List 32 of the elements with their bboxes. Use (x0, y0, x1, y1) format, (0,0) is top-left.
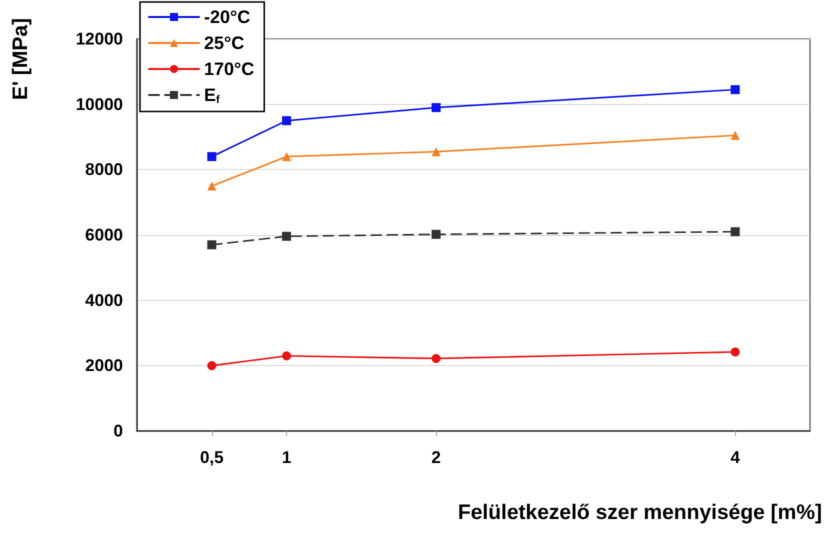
point (432, 147, 441, 156)
point (207, 182, 216, 190)
y-tick-label: 4000 (85, 290, 123, 310)
point (730, 347, 740, 356)
x-tick-label: 0,5 (200, 448, 224, 467)
point (730, 85, 740, 94)
point (282, 116, 292, 126)
y-tick-label: 6000 (85, 226, 123, 244)
point (207, 361, 216, 370)
y-tick-label: 12000 (76, 30, 123, 48)
x-tick-label: 1 (282, 448, 292, 467)
x-tick-label: 2 (431, 448, 441, 467)
x-axis-title: Felületkezelő szer mennyisége [m%] (458, 501, 822, 524)
point (432, 103, 441, 112)
point (432, 230, 441, 239)
y-tick-label: 2000 (85, 356, 123, 376)
legend-label: -20°C (204, 7, 250, 27)
point (282, 351, 292, 360)
y-tick-label: 8000 (85, 160, 123, 180)
point (282, 232, 292, 241)
legend-label: 170°C (204, 59, 254, 79)
point (282, 152, 292, 162)
y-tick-label: 10000 (76, 94, 123, 114)
point (432, 354, 441, 363)
point (730, 130, 740, 140)
y-axis-title: E' [MPa] (9, 18, 32, 100)
x-tick-label: 4 (730, 448, 740, 467)
y-tick-label: 0 (114, 422, 123, 440)
point (207, 240, 216, 250)
legend-label: 25°C (204, 33, 244, 53)
point (730, 227, 740, 236)
point (207, 152, 216, 162)
